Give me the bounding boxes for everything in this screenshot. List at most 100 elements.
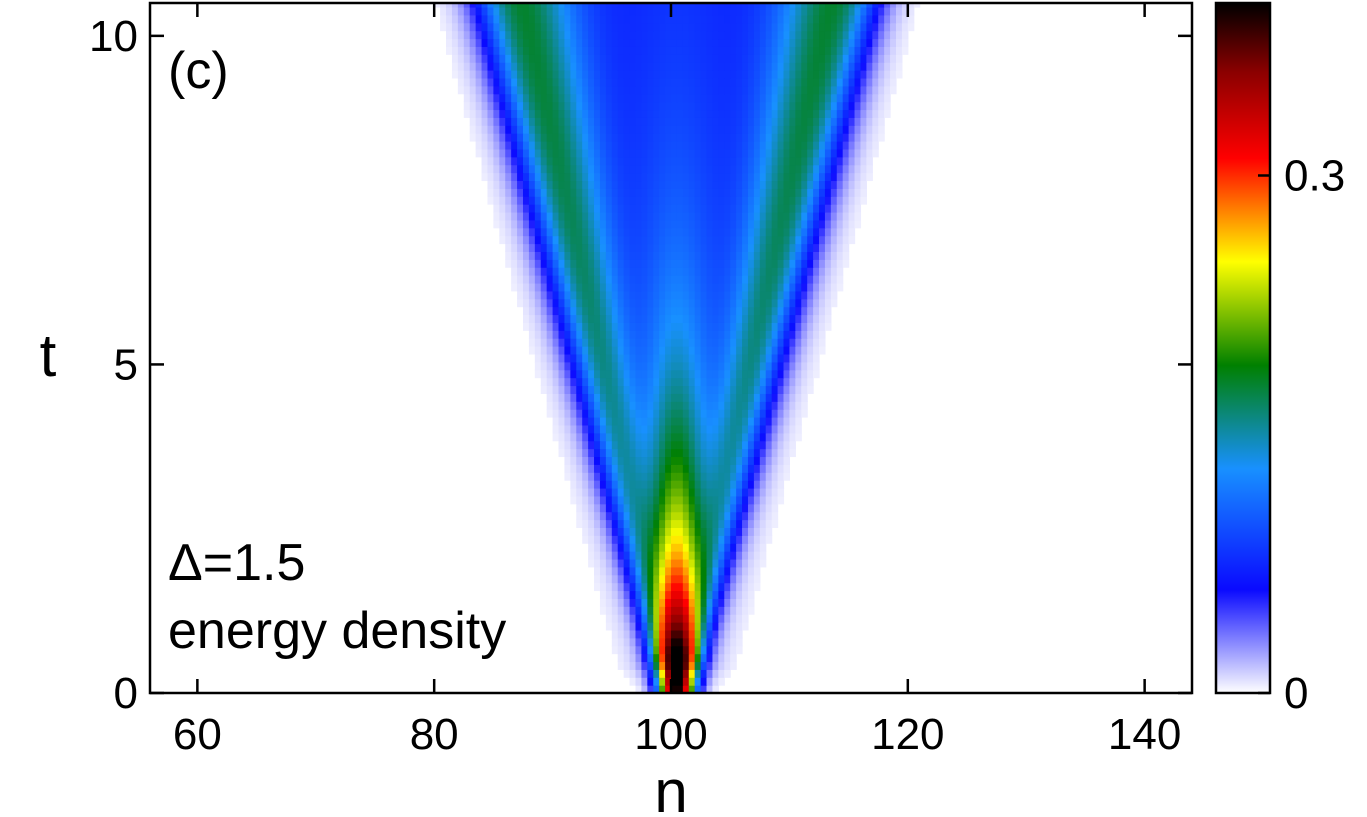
heatmap-cell (759, 259, 767, 268)
heatmap-cell (730, 590, 737, 599)
heatmap-cell (629, 409, 637, 418)
heatmap-cell (830, 188, 838, 197)
heatmap-cell (824, 70, 832, 79)
heatmap-cell (783, 196, 791, 205)
heatmap-cell (807, 290, 814, 300)
heatmap-cell (742, 117, 749, 126)
heatmap-cell (795, 22, 802, 32)
heatmap-cell (653, 487, 660, 497)
heatmap-cell (463, 6, 471, 16)
heatmap-cell (570, 164, 577, 174)
heatmap-cell (671, 3, 678, 8)
heatmap-cell (665, 38, 672, 47)
heatmap-cell (718, 14, 725, 24)
heatmap-cell (842, 156, 850, 166)
heatmap-cell (617, 338, 625, 347)
heatmap-cell (753, 14, 761, 24)
heatmap-cell (534, 314, 542, 323)
heatmap-cell (594, 432, 601, 442)
heatmap-cell (795, 417, 802, 426)
heatmap-cell (505, 172, 512, 182)
heatmap-cell (505, 235, 512, 245)
heatmap-cell (878, 54, 885, 63)
heatmap-cell (570, 424, 577, 434)
heatmap-cell (528, 306, 536, 316)
heatmap-cell (511, 54, 518, 63)
heatmap-cell (493, 211, 500, 221)
heatmap-cell (753, 38, 761, 47)
heatmap-cell (594, 46, 601, 55)
heatmap-cell (617, 487, 625, 497)
heatmap-cell (570, 259, 577, 268)
heatmap-cell (588, 282, 595, 292)
heatmap-cell (635, 361, 642, 371)
heatmap-cell (546, 172, 554, 182)
heatmap-cell (564, 275, 571, 284)
heatmap-cell (724, 377, 731, 387)
heatmap-cell (499, 141, 506, 150)
heatmap-cell (665, 346, 672, 355)
heatmap-cell (736, 267, 743, 276)
heatmap-cell (588, 180, 595, 189)
heatmap-cell (742, 141, 749, 150)
heatmap-cell (777, 487, 785, 497)
heatmap-cell (499, 117, 506, 126)
heatmap-cell (641, 3, 648, 8)
heatmap-cell (860, 133, 867, 142)
heatmap-cell (765, 417, 773, 426)
heatmap-cell (753, 495, 761, 505)
heatmap-cell (570, 38, 577, 47)
heatmap-cell (724, 109, 731, 118)
heatmap-cell (641, 622, 648, 631)
heatmap-cell (783, 472, 791, 481)
heatmap-cell (706, 535, 714, 544)
heatmap-cell (676, 62, 684, 71)
heatmap-cell (582, 117, 589, 126)
heatmap-cell (629, 535, 637, 544)
heatmap-cell (570, 330, 577, 339)
heatmap-cell (629, 282, 637, 292)
heatmap-cell (623, 503, 631, 513)
heatmap-cell (789, 369, 796, 379)
heatmap-cell (623, 472, 631, 481)
heatmap-cell (564, 243, 571, 252)
heatmap-cell (682, 93, 690, 103)
heatmap-cell (753, 582, 761, 592)
heatmap-cell (694, 62, 702, 71)
heatmap-cell (611, 101, 619, 111)
heatmap-cell (688, 432, 696, 442)
heatmap-cell (807, 6, 814, 16)
heatmap-cell (824, 164, 832, 174)
heatmap-cell (517, 164, 524, 174)
heatmap-cell (487, 30, 494, 40)
heatmap-cell (765, 275, 773, 284)
heatmap-cell (742, 606, 749, 615)
heatmap-cell (848, 180, 856, 189)
heatmap-cell (534, 330, 542, 339)
heatmap-cell (576, 322, 583, 331)
heatmap-cell (641, 22, 648, 32)
heatmap-cell (647, 464, 654, 473)
heatmap-cell (558, 164, 566, 174)
heatmap-cell (457, 22, 465, 32)
heatmap-cell (688, 219, 696, 229)
heatmap-cell (629, 551, 637, 560)
heatmap-cell (623, 622, 631, 631)
heatmap-cell (564, 109, 571, 118)
heatmap-cell (676, 101, 684, 111)
heatmap-cell (771, 109, 779, 118)
heatmap-cell (730, 487, 737, 497)
heatmap-cell (895, 30, 903, 40)
heatmap-cell (659, 148, 666, 158)
heatmap-cell (706, 93, 714, 103)
heatmap-cell (813, 298, 820, 308)
heatmap-cell (747, 133, 755, 142)
heatmap-cell (522, 141, 530, 150)
heatmap-cell (647, 219, 654, 229)
heatmap-cell (594, 480, 601, 489)
heatmap-cell (682, 590, 690, 599)
heatmap-cell (588, 551, 595, 560)
heatmap-cell (771, 141, 779, 150)
heatmap-cell (617, 558, 625, 568)
heatmap-cell (765, 14, 773, 24)
